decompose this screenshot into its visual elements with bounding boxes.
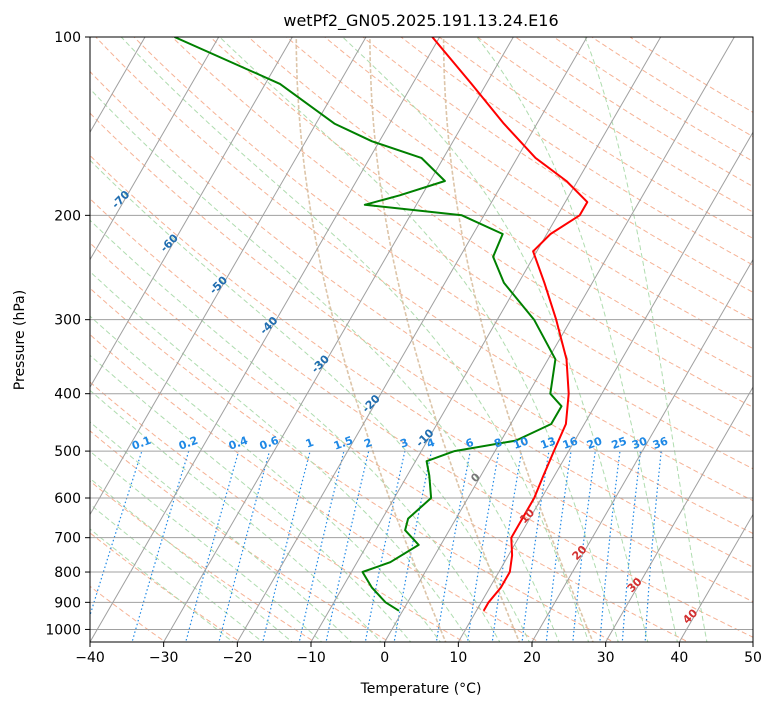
dry-adiabat bbox=[133, 37, 753, 470]
mixing-ratio-line bbox=[325, 450, 370, 642]
mixing-ratio-label: 0.4 bbox=[227, 434, 250, 453]
y-tick-label: 700 bbox=[54, 531, 81, 547]
dry-adiabat bbox=[90, 154, 753, 603]
mixing-ratio-line bbox=[218, 450, 271, 642]
mixing-ratio-line bbox=[435, 450, 471, 642]
mixing-ratio-label: 3 bbox=[398, 436, 410, 451]
mixing-ratio-label: 25 bbox=[610, 434, 629, 451]
x-tick-label: −20 bbox=[223, 650, 253, 666]
axis-layer: −40 −30 −20 −10 0 10 20 30 40 5010020030040050060… bbox=[45, 30, 762, 666]
x-tick-label: −10 bbox=[296, 650, 326, 666]
mixing-ratio-label: 13 bbox=[539, 434, 558, 451]
x-tick-label: 50 bbox=[744, 650, 762, 666]
mixing-ratio-label: 8 bbox=[492, 436, 504, 451]
y-tick-label: 400 bbox=[54, 387, 81, 403]
dry-adiabat bbox=[90, 198, 753, 638]
y-tick-label: 100 bbox=[54, 30, 81, 46]
x-axis-label: Temperature (°C) bbox=[360, 681, 482, 697]
mixing-ratio-line bbox=[185, 450, 240, 642]
x-tick-label: 0 bbox=[380, 650, 389, 666]
dry-adiabat bbox=[90, 112, 753, 568]
chart-title: wetPf2_GN05.2025.191.13.24.E16 bbox=[283, 11, 558, 31]
moist-adiabat bbox=[90, 450, 323, 642]
isotherm-line bbox=[531, 258, 753, 642]
mixing-ratio-label: 20 bbox=[585, 434, 604, 452]
mixing-ratio-line bbox=[298, 450, 345, 642]
y-tick-label: 800 bbox=[54, 565, 81, 581]
isotherm-line bbox=[236, 37, 588, 642]
dry-adiabat bbox=[323, 37, 753, 321]
isotherm-line bbox=[90, 37, 293, 389]
y-tick-label: 200 bbox=[54, 208, 81, 224]
mixing-ratio-label: 0.1 bbox=[130, 434, 153, 453]
x-tick-label: 40 bbox=[670, 650, 688, 666]
isotherm-line bbox=[678, 513, 753, 642]
isotherm-label: -80 bbox=[56, 151, 79, 174]
mixing-ratio-label: 10 bbox=[511, 434, 530, 452]
grid-layer bbox=[0, 37, 753, 642]
x-tick-label: 30 bbox=[597, 650, 615, 666]
temperature-profile-line bbox=[431, 37, 589, 612]
y-tick-label: 500 bbox=[54, 444, 81, 460]
y-tick-label: 300 bbox=[54, 313, 81, 329]
isotherm-line bbox=[457, 131, 753, 642]
x-tick-label: −30 bbox=[149, 650, 179, 666]
isotherm-line bbox=[90, 37, 367, 516]
isotherm-line bbox=[90, 37, 441, 642]
mixing-ratio-line bbox=[393, 450, 433, 642]
mixing-ratio-label: 4 bbox=[425, 436, 437, 451]
dry-adiabat bbox=[90, 333, 540, 642]
mixing-ratio-line bbox=[90, 450, 143, 618]
mixing-ratio-label: 16 bbox=[561, 434, 580, 452]
mixing-ratio-label: 0.6 bbox=[258, 434, 281, 453]
isotherm-line bbox=[752, 641, 753, 642]
isotherm-line bbox=[90, 37, 220, 261]
dewpoint-profile-line bbox=[174, 37, 563, 612]
isotherm-line bbox=[0, 37, 71, 642]
moist-adiabat bbox=[90, 88, 560, 642]
isotherm-label: -90 bbox=[7, 109, 30, 132]
mixing-ratio-label: 6 bbox=[464, 436, 476, 451]
isotherm-line bbox=[310, 37, 662, 642]
isotherm-line bbox=[163, 37, 514, 642]
mixing-ratio-label: 1.5 bbox=[332, 434, 355, 453]
dry-adiabat bbox=[171, 37, 753, 439]
dry-adiabat bbox=[90, 70, 753, 535]
isotherm-line bbox=[605, 386, 753, 642]
isotherm-line bbox=[384, 37, 735, 642]
plot-frame bbox=[89, 36, 754, 643]
y-tick-label: 900 bbox=[54, 595, 81, 611]
y-tick-label: 600 bbox=[54, 491, 81, 507]
mixing-ratio-label: 1 bbox=[304, 436, 316, 451]
mixing-ratio-label: 30 bbox=[630, 434, 649, 452]
mixing-ratio-label: 2 bbox=[362, 436, 374, 451]
y-tick-label: 1000 bbox=[45, 622, 81, 638]
mixing-ratio-label: 36 bbox=[651, 434, 670, 452]
x-tick-label: 10 bbox=[449, 650, 467, 666]
dry-adiabat bbox=[209, 37, 753, 408]
series-layer bbox=[174, 37, 589, 612]
dry-adiabat bbox=[362, 37, 753, 293]
y-axis-label: Pressure (hPa) bbox=[12, 290, 28, 390]
mixing-ratio-line bbox=[131, 450, 190, 642]
mixing-ratio-label: 0.2 bbox=[177, 434, 200, 453]
x-tick-label: 20 bbox=[523, 650, 541, 666]
x-tick-label: −40 bbox=[75, 650, 105, 666]
